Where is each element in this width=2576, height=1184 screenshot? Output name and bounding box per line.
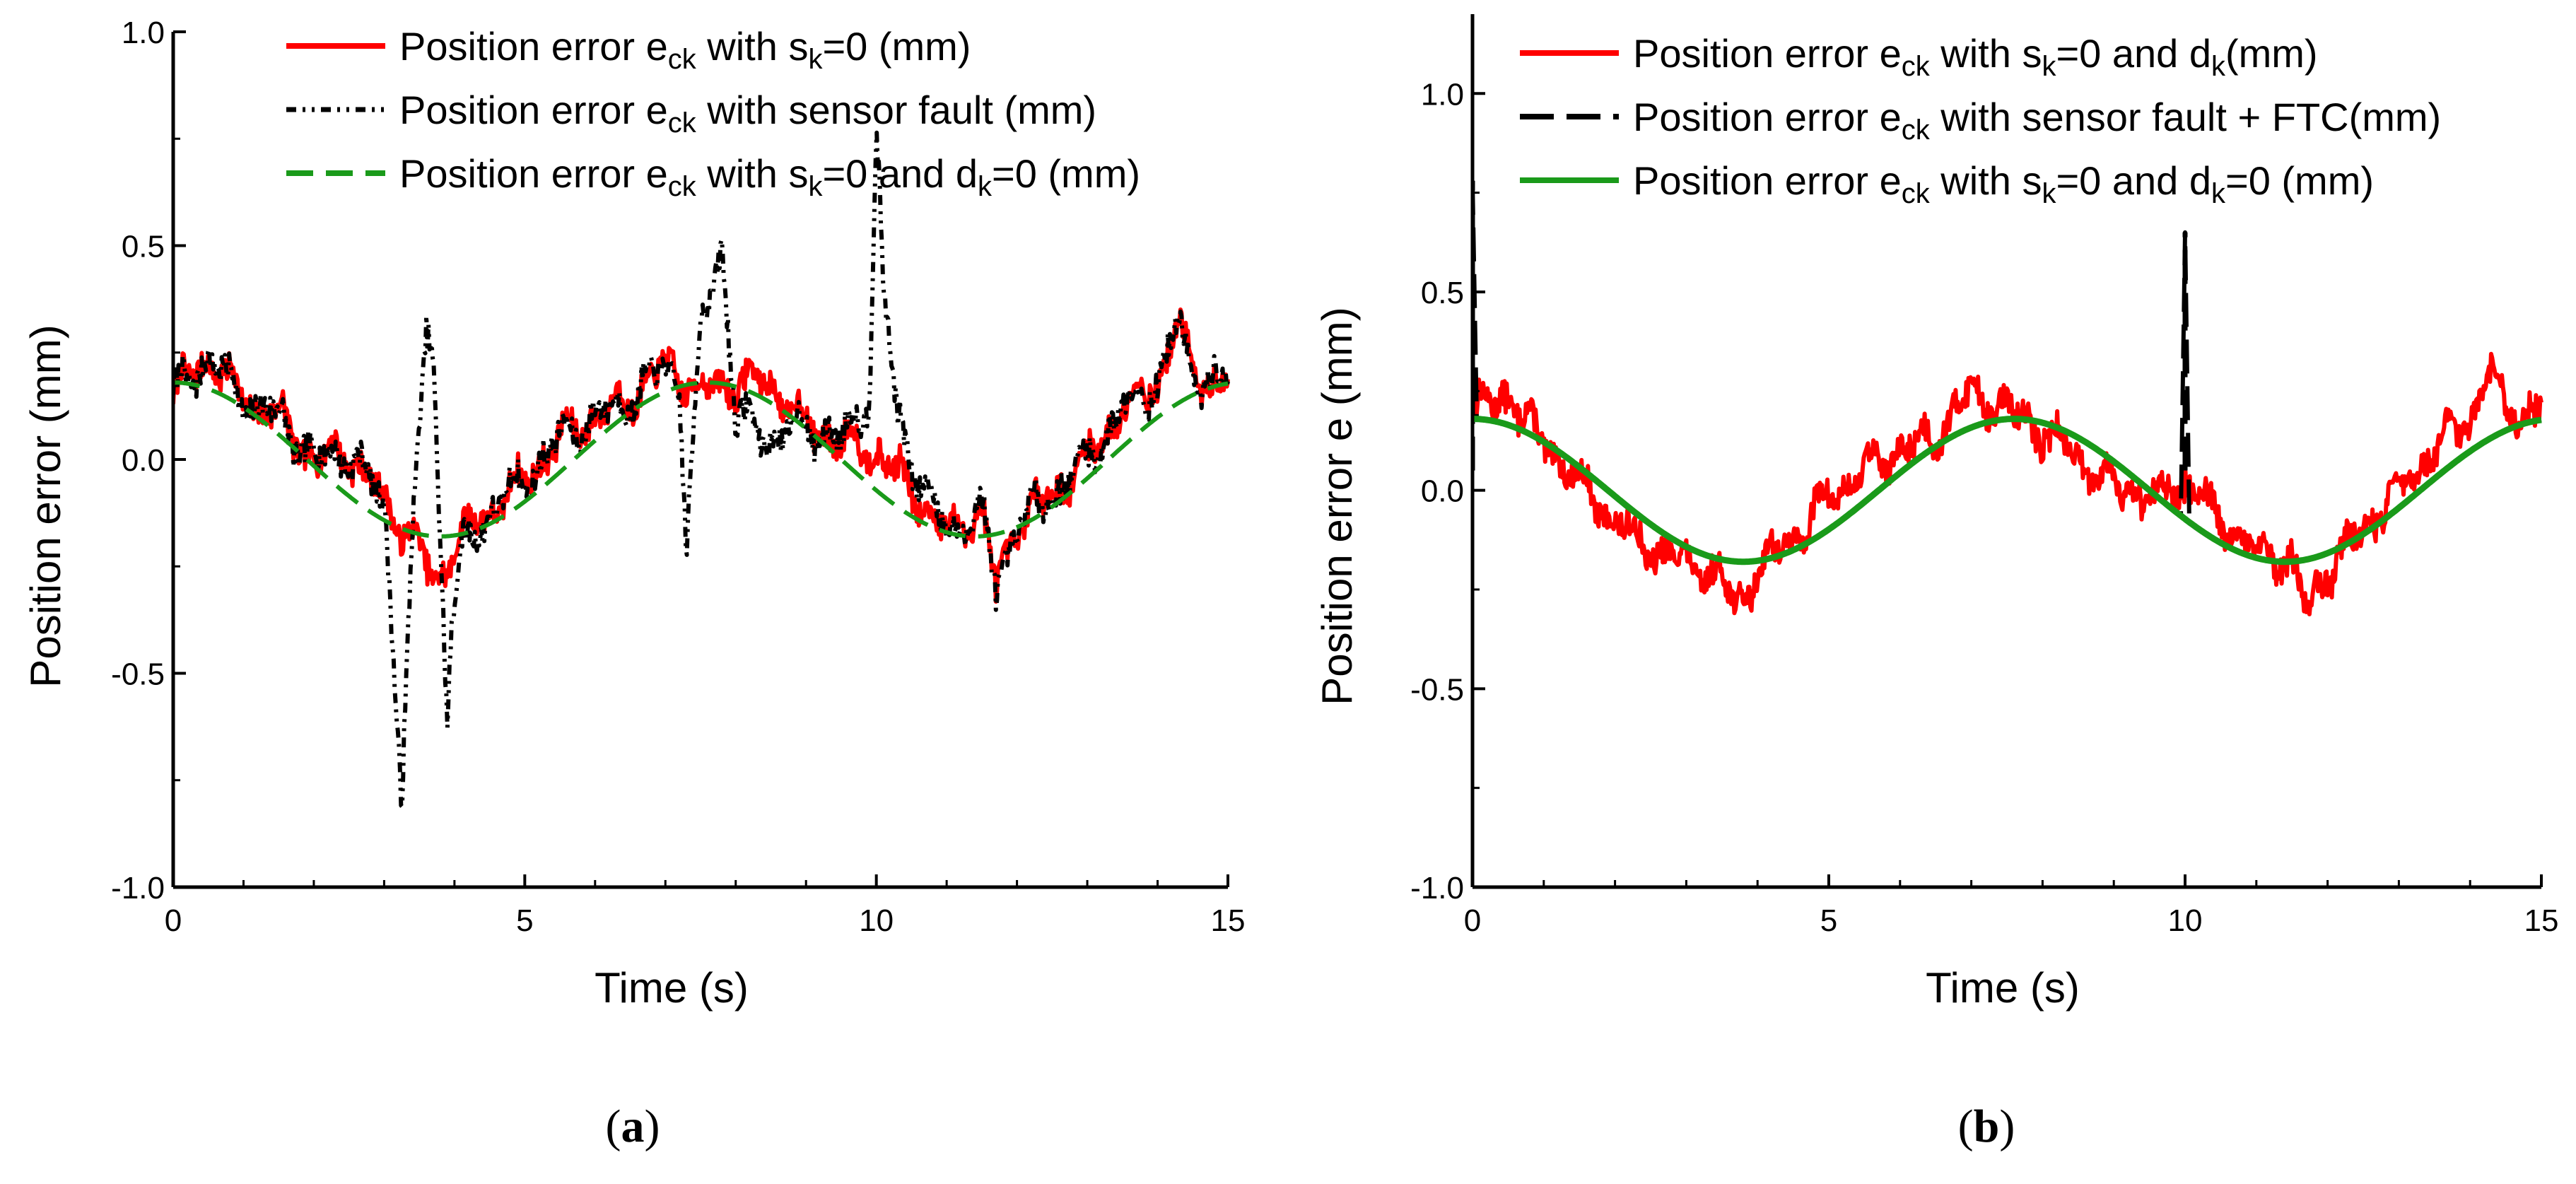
panel-b-x-tick-label: 5: [1820, 903, 1837, 938]
legend-text-part: with s: [696, 24, 809, 69]
panel-a-y-tick-label: 0.5: [122, 230, 165, 264]
panel-a-series-2-line: [173, 380, 1229, 539]
panel-a-plot-content: [173, 130, 1230, 809]
panel-b-legend: Position error eck with sk=0 and dk(mm)P…: [1520, 31, 2441, 209]
legend-text-part: =0 and d: [2056, 158, 2211, 203]
panel-a-label-letter: a: [621, 1101, 645, 1152]
legend-text-part: =0 (mm): [992, 151, 1140, 196]
panel-b-ticks: 0 5 10 15 -1.0 -0.5 0.0 0.5 1.0: [1410, 77, 2558, 938]
panel-a-legend-label-0: Position error eck with sk=0 (mm): [399, 24, 971, 75]
panel-a-y-axis-title: Position error (mm): [22, 324, 69, 687]
panel-a-series-1-line: [173, 130, 1230, 809]
legend-text-part: =0 and d: [822, 151, 978, 196]
panel-b-y-tick-label: 1.0: [1421, 77, 1464, 112]
legend-text-part: (mm): [2225, 31, 2318, 76]
legend-text-part: with sensor fault + FTC(mm): [1930, 95, 2441, 139]
legend-subscript: ck: [668, 107, 697, 139]
legend-subscript: k: [2042, 178, 2056, 209]
panel-a-y-tick-label: 1.0: [122, 16, 165, 50]
legend-subscript: ck: [668, 44, 697, 75]
panel-b-y-tick-label: 0.0: [1421, 474, 1464, 509]
legend-text-part: with s: [1930, 158, 2042, 203]
legend-text-part: Position error e: [1633, 31, 1902, 76]
legend-text-part: Position error e: [399, 151, 668, 196]
legend-subscript: ck: [1902, 178, 1931, 209]
panel-a-x-axis-title: Time (s): [595, 964, 749, 1012]
panel-a-series-group: [173, 130, 1230, 809]
legend-text-part: Position error e: [1633, 95, 1902, 139]
panel-a-y-tick-label: -1.0: [111, 871, 165, 905]
panel-a-label: (a): [606, 1101, 660, 1152]
legend-subscript: k: [808, 44, 823, 75]
panel-b-legend-label-0: Position error eck with sk=0 and dk(mm): [1633, 31, 2318, 82]
panel-b-y-tick-label: -1.0: [1410, 871, 1464, 905]
panel-a-legend: Position error eck with sk=0 (mm)Positio…: [286, 24, 1140, 202]
panel-b-y-axis-title: Position error e (mm): [1313, 307, 1361, 705]
panel-b-plot-content: [1473, 180, 2543, 616]
panel-a-x-tick-label: 10: [859, 903, 894, 938]
panel-b-x-tick-label: 10: [2168, 903, 2203, 938]
panel-b-y-tick-label: 0.5: [1421, 276, 1464, 310]
panel-a-y-tick-label: -0.5: [111, 657, 165, 692]
panel-a-x-tick-label: 15: [1211, 903, 1246, 938]
panel-a-legend-label-2: Position error eck with sk=0 and dk=0 (m…: [399, 151, 1140, 202]
legend-text-part: Position error e: [399, 24, 668, 69]
legend-text-part: Position error e: [399, 88, 668, 132]
legend-subscript: ck: [1902, 115, 1931, 146]
panel-b-series-1-line: [1473, 180, 2542, 564]
panel-b-legend-label-2: Position error eck with sk=0 and dk=0 (m…: [1633, 158, 2374, 209]
panel-b-legend-label-1: Position error eck with sensor fault + F…: [1633, 95, 2441, 146]
panel-a-y-tick-label: 0.0: [122, 443, 165, 478]
legend-text-part: =0 (mm): [822, 24, 971, 69]
panel-b-series-group: [1473, 180, 2543, 616]
legend-text-part: with s: [696, 151, 809, 196]
panel-b-x-tick-label: 15: [2524, 903, 2559, 938]
legend-text-part: with s: [1930, 31, 2042, 76]
panel-b-series-0-line: [1473, 351, 2543, 616]
legend-text-part: Position error e: [1633, 158, 1902, 203]
panel-b-x-axis-title: Time (s): [1926, 964, 2080, 1012]
legend-text-part: =0 (mm): [2225, 158, 2374, 203]
panel-a: 0 5 10 15 -1.0 -0.5 0.0 0.5 1.0 Time (s) Positio…: [22, 16, 1245, 1152]
legend-subscript: k: [2211, 51, 2226, 82]
panel-b-x-tick-label: 0: [1464, 903, 1481, 938]
legend-subscript: k: [2211, 178, 2226, 209]
panel-b-label: (b): [1958, 1101, 2015, 1152]
panel-b-label-letter: b: [1974, 1101, 2000, 1152]
panel-a-x-tick-label: 0: [165, 903, 182, 938]
panel-a-legend-label-1: Position error eck with sensor fault (mm…: [399, 88, 1096, 139]
panel-b: 0 5 10 15 -1.0 -0.5 0.0 0.5 1.0 Time (s) Positio…: [1313, 14, 2558, 1152]
panel-a-x-tick-label: 5: [516, 903, 533, 938]
legend-text-part: =0 and d: [2056, 31, 2211, 76]
panel-b-series-2-line: [1473, 416, 2543, 565]
legend-subscript: k: [808, 171, 823, 202]
legend-subscript: k: [978, 171, 993, 202]
legend-subscript: ck: [1902, 51, 1931, 82]
panel-a-ticks: 0 5 10 15 -1.0 -0.5 0.0 0.5 1.0: [111, 16, 1245, 938]
legend-subscript: k: [2042, 51, 2056, 82]
legend-text-part: with sensor fault (mm): [696, 88, 1096, 132]
panel-b-y-tick-label: -0.5: [1410, 672, 1464, 707]
legend-subscript: ck: [668, 171, 697, 202]
panel-b-axes: [1470, 14, 2541, 889]
